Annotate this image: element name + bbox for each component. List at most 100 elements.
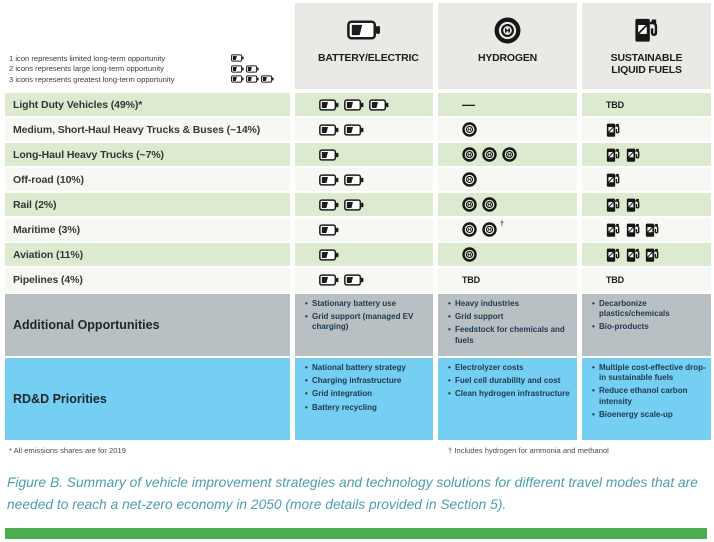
legend-line: 3 icons represents greatest long-term op…	[9, 75, 290, 84]
battery-icon	[319, 223, 339, 236]
fuel-pump-icon	[626, 148, 639, 162]
battery-icon	[344, 173, 364, 186]
cell-hydrogen	[433, 243, 577, 266]
fuel-pump-icon	[626, 198, 639, 212]
cell-battery	[290, 193, 433, 216]
rdd-priorities-hydrogen: Electrolyzer costs Fuel cell durability a…	[433, 358, 577, 440]
table-row: Medium, Short-Haul Heavy Trucks & Buses …	[5, 118, 711, 141]
footnote-marker: †	[500, 221, 504, 228]
hydrogen-icon	[462, 122, 477, 137]
bullet-item: National battery strategy	[305, 363, 429, 373]
battery-icon	[246, 75, 259, 83]
bullet-item: Grid support	[448, 312, 573, 322]
fuel-pump-icon-box	[634, 11, 659, 49]
bullet-list: Electrolyzer costs Fuel cell durability a…	[448, 363, 573, 400]
battery-icon	[319, 123, 339, 136]
cell-battery	[290, 218, 433, 241]
row-label: Pipelines (4%)	[5, 268, 290, 291]
battery-icon	[246, 65, 259, 73]
hydrogen-icon	[462, 247, 477, 262]
hydrogen-icon	[494, 17, 521, 43]
hydrogen-icon	[462, 222, 477, 237]
hydrogen-icon	[482, 147, 497, 162]
legend-icon-group	[231, 54, 290, 62]
column-header-battery: BATTERY/ELECTRIC	[290, 3, 433, 89]
cell-battery	[290, 93, 433, 116]
rdd-priorities-fuels: Multiple cost-effective drop-in sustaina…	[577, 358, 711, 440]
bullet-item: Stationary battery use	[305, 299, 429, 309]
battery-icon	[319, 148, 339, 161]
table-row: Long-Haul Heavy Trucks (~7%)	[5, 143, 711, 166]
legend-text: 2 icons represents large long-term oppor…	[9, 64, 164, 74]
cell-battery	[290, 143, 433, 166]
hydrogen-icon	[462, 172, 477, 187]
bullet-item: Charging infrastructure	[305, 376, 429, 386]
no-opportunity-dash: —	[462, 97, 475, 112]
cell-battery	[290, 118, 433, 141]
table-body: Light Duty Vehicles (49%)* — TBD Medium, Sh…	[5, 93, 711, 440]
table-row: Off-road (10%)	[5, 168, 711, 191]
fuel-pump-icon	[606, 223, 620, 237]
tbd-label: TBD	[606, 274, 624, 285]
bullet-item: Clean hydrogen infrastructure	[448, 389, 573, 399]
bullet-item: Decarbonize plastics/chemicals	[592, 299, 707, 319]
hydrogen-icon	[462, 147, 477, 162]
table-row: Maritime (3%) †	[5, 218, 711, 241]
table-row: Aviation (11%)	[5, 243, 711, 266]
column-header-fuels: SUSTAINABLE LIQUID FUELS	[577, 3, 711, 89]
cell-battery	[290, 268, 433, 291]
battery-icon	[231, 54, 244, 62]
row-label: Long-Haul Heavy Trucks (~7%)	[5, 143, 290, 166]
battery-icon	[261, 75, 274, 83]
additional-opportunities-row: Additional Opportunities Stationary batte…	[5, 294, 711, 356]
legend-text: 1 icon represents limited long-term oppo…	[9, 53, 166, 63]
fuel-pump-icon	[606, 123, 620, 137]
cell-fuels	[577, 118, 711, 141]
bullet-item: Multiple cost-effective drop-in sustaina…	[592, 363, 707, 383]
bullet-item: Battery recycling	[305, 403, 429, 413]
battery-icon	[347, 20, 381, 40]
battery-icon	[319, 273, 339, 286]
cell-hydrogen: TBD	[433, 268, 577, 291]
cell-battery	[290, 243, 433, 266]
rdd-priorities-row: RD&D Priorities National battery strategy…	[5, 358, 711, 440]
cell-hydrogen	[433, 193, 577, 216]
additional-opportunities-hydrogen: Heavy industries Grid support Feedstock fo…	[433, 294, 577, 356]
battery-icon	[344, 198, 364, 211]
hydrogen-icon	[482, 222, 497, 237]
cell-fuels: TBD	[577, 268, 711, 291]
fuel-pump-icon	[635, 18, 658, 42]
hydrogen-icon	[502, 147, 517, 162]
bullet-item: Heavy industries	[448, 299, 573, 309]
bullet-item: Reduce ethanol carbon intensity	[592, 386, 707, 406]
tbd-label: TBD	[606, 99, 624, 110]
cell-fuels	[577, 193, 711, 216]
battery-icon	[344, 273, 364, 286]
bullet-list: Decarbonize plastics/chemicals Bio-produc…	[592, 299, 707, 333]
table-header-row: 1 icon represents limited long-term oppo…	[5, 3, 711, 89]
battery-icon	[369, 98, 389, 111]
row-label: Off-road (10%)	[5, 168, 290, 191]
fuel-pump-icon	[606, 148, 620, 162]
bullet-list: Heavy industries Grid support Feedstock fo…	[448, 299, 573, 346]
rdd-priorities-label: RD&D Priorities	[5, 358, 290, 440]
footnote-hydrogen: † Includes hydrogen for ammonia and meth…	[448, 446, 609, 455]
cell-fuels: TBD	[577, 93, 711, 116]
battery-icon	[319, 98, 339, 111]
battery-icon	[319, 173, 339, 186]
battery-icon	[231, 65, 244, 73]
column-header-hydrogen: HYDROGEN	[433, 3, 577, 89]
footnotes: * All emissions shares are for 2019 † In…	[5, 446, 711, 458]
fuel-pump-icon	[645, 248, 659, 262]
footnote-emissions: * All emissions shares are for 2019	[9, 446, 126, 455]
rdd-priorities-battery: National battery strategy Charging infras…	[290, 358, 433, 440]
cell-fuels	[577, 243, 711, 266]
cell-hydrogen	[433, 168, 577, 191]
legend-icon-group	[231, 65, 290, 73]
fuel-pump-icon	[606, 248, 620, 262]
fuel-pump-icon	[626, 223, 639, 237]
cell-battery	[290, 168, 433, 191]
battery-icon-box	[347, 11, 381, 49]
hydrogen-icon-box	[494, 11, 521, 49]
battery-icon	[319, 248, 339, 261]
